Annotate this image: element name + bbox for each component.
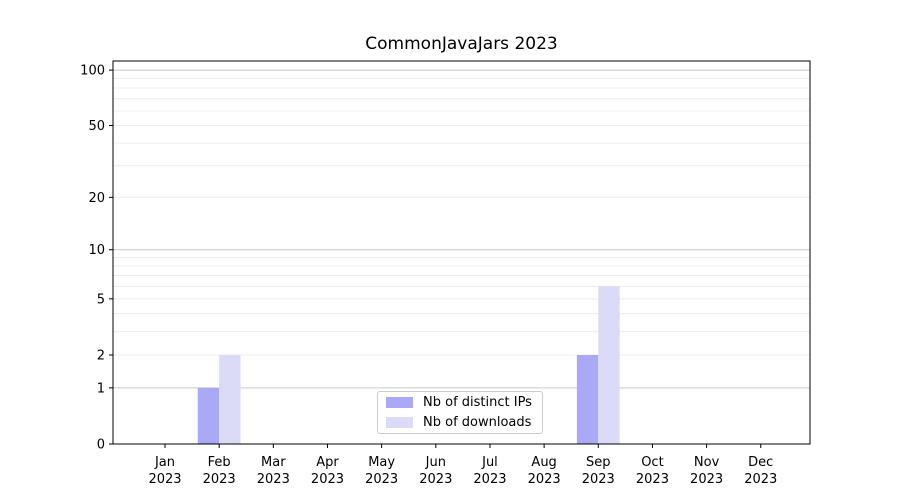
y-tick-label: 0	[97, 438, 105, 453]
y-tick-label: 1	[97, 381, 105, 396]
x-tick-label-year: 2023	[419, 472, 452, 487]
x-tick-label-year: 2023	[257, 472, 290, 487]
x-tick-label-month: Nov	[694, 455, 720, 470]
x-tick-label-month: Oct	[641, 455, 663, 470]
y-tick-label: 10	[88, 243, 105, 258]
y-tick-label: 20	[88, 191, 105, 206]
chart-title: CommonJavaJars 2023	[365, 34, 558, 54]
bar-distinct-ips	[197, 387, 220, 444]
x-tick-label-year: 2023	[528, 472, 561, 487]
legend: Nb of distinct IPs Nb of downloads	[377, 391, 543, 434]
x-tick-label-month: Mar	[261, 455, 286, 470]
legend-swatch-distinct-ips	[386, 397, 413, 408]
x-tick-label-month: Jul	[481, 455, 498, 470]
legend-label-distinct-ips: Nb of distinct IPs	[423, 395, 532, 410]
x-tick-label-year: 2023	[744, 472, 777, 487]
x-tick-label-year: 2023	[636, 472, 669, 487]
x-tick-label-year: 2023	[148, 472, 181, 487]
x-tick-label-month: May	[368, 455, 395, 470]
bar-downloads	[598, 286, 620, 444]
x-tick-label-year: 2023	[365, 472, 398, 487]
legend-label-downloads: Nb of downloads	[423, 415, 532, 430]
x-tick-label-month: Sep	[586, 455, 611, 470]
bar-distinct-ips	[576, 354, 599, 444]
x-tick-label-month: Apr	[316, 455, 339, 470]
bar-downloads	[219, 354, 241, 444]
y-tick-label: 100	[80, 64, 105, 79]
x-tick-label-month: Feb	[208, 455, 231, 470]
legend-item-distinct-ips: Nb of distinct IPs	[378, 395, 542, 410]
legend-item-downloads: Nb of downloads	[378, 415, 542, 430]
legend-swatch-downloads	[386, 417, 413, 428]
x-tick-label-year: 2023	[690, 472, 723, 487]
y-tick-label: 2	[97, 348, 105, 363]
x-tick-label-month: Dec	[748, 455, 773, 470]
y-tick-label: 50	[88, 119, 105, 134]
x-tick-label-month: Jan	[154, 455, 175, 470]
x-tick-label-month: Aug	[531, 455, 556, 470]
x-tick-label-month: Jun	[425, 455, 446, 470]
y-tick-label: 5	[97, 292, 105, 307]
x-tick-label-year: 2023	[582, 472, 615, 487]
axis-frame	[112, 60, 811, 445]
x-tick-label-year: 2023	[203, 472, 236, 487]
plot-background	[113, 61, 810, 444]
x-tick-label-year: 2023	[473, 472, 506, 487]
x-tick-label-year: 2023	[311, 472, 344, 487]
